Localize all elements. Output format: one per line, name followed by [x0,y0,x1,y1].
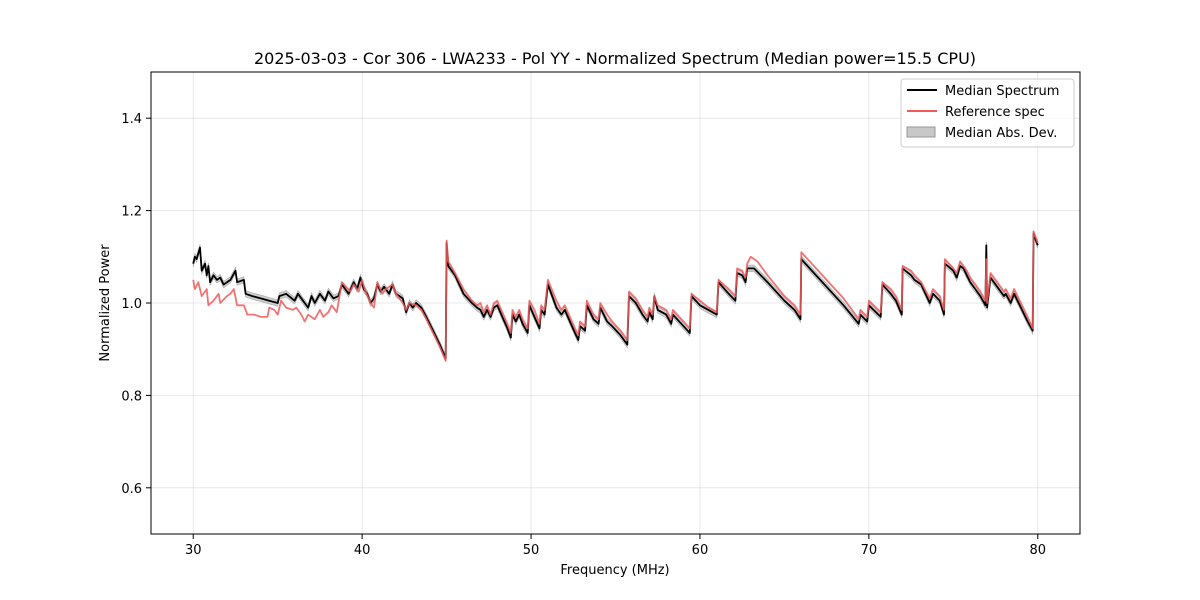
x-tick-label: 70 [861,543,878,558]
x-axis-label: Frequency (MHz) [560,563,669,578]
legend-mad-label: Median Abs. Dev. [945,126,1057,141]
legend-box [900,78,1075,148]
x-tick-label: 40 [354,543,371,558]
legend-mad-swatch [906,126,936,138]
grid [151,72,1080,534]
legend-reference-spec-label: Reference spec [945,105,1045,120]
y-tick-label: 0.8 [121,389,142,404]
y-tick-label: 1.0 [121,297,142,312]
y-tick-label: 1.2 [121,205,142,220]
series-layer [192,230,1039,362]
legend-median-spectrum-label: Median Spectrum [945,84,1059,99]
y-axis-label: Normalized Power [98,244,113,362]
reference-spec-line [192,230,1039,362]
chart-title: 2025-03-03 - Cor 306 - LWA233 - Pol YY -… [254,49,976,68]
legend: Median Spectrum Reference spec Median Ab… [900,78,1075,148]
y-tick-label: 0.6 [121,482,142,497]
x-axis: 30 40 50 60 70 80 [185,534,1046,558]
x-tick-label: 50 [523,543,540,558]
median-spectrum-line [192,232,1039,360]
y-tick-label: 1.4 [121,112,142,127]
x-tick-label: 30 [185,543,202,558]
x-tick-label: 60 [692,543,709,558]
plot-area [150,71,1081,535]
x-tick-label: 80 [1029,543,1046,558]
y-axis: 0.6 0.8 1.0 1.2 1.4 [121,112,151,497]
